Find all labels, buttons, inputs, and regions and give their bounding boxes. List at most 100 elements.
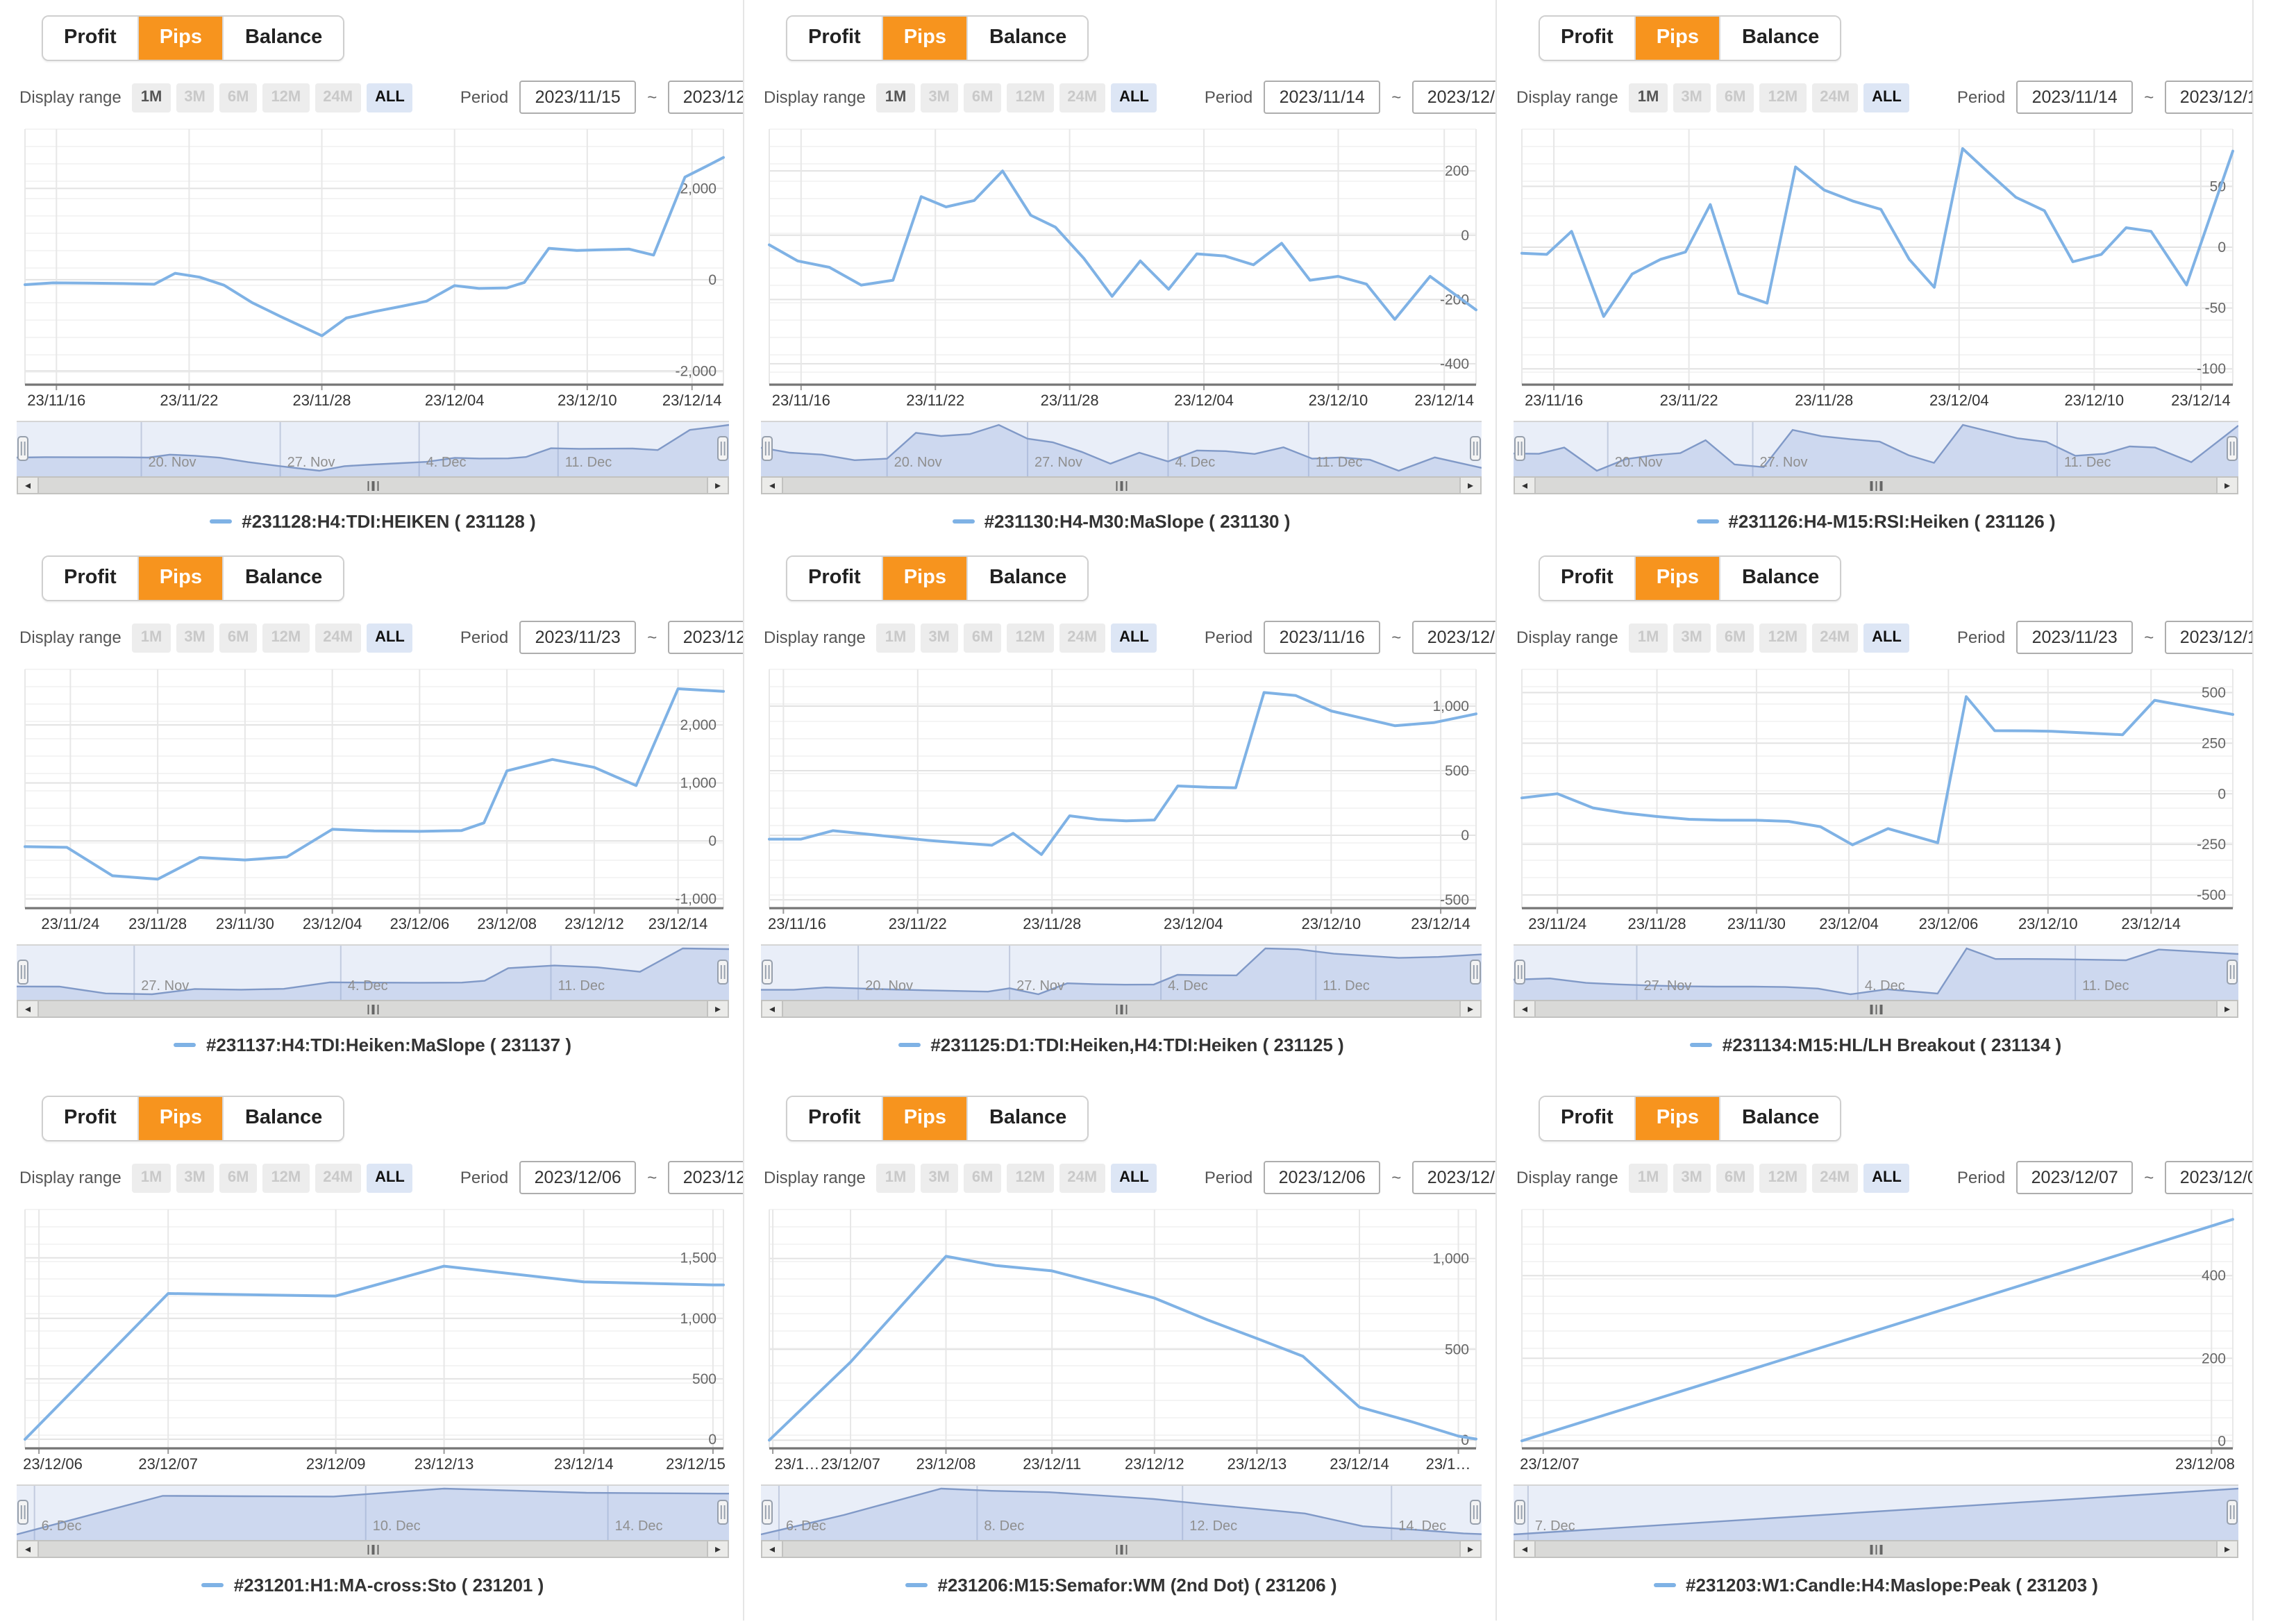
scroll-right-arrow-icon[interactable]: ▸ bbox=[707, 1001, 728, 1016]
range-chip-3m[interactable]: 3M bbox=[176, 83, 214, 112]
range-chip-1m[interactable]: 1M bbox=[132, 83, 171, 112]
range-chip-24m[interactable]: 24M bbox=[1811, 83, 1859, 112]
range-navigator[interactable]: 20. Nov 27. Nov 4. Dec 11. Dec bbox=[17, 421, 729, 476]
scrollbar-track[interactable] bbox=[1536, 1541, 2216, 1557]
period-to-input[interactable] bbox=[668, 1161, 743, 1194]
series-legend[interactable]: #231134:M15:HL/LH Breakout ( 231134 ) bbox=[1514, 1035, 2238, 1055]
range-chip-12m[interactable]: 12M bbox=[1759, 1163, 1807, 1192]
navigator-scrollbar[interactable]: ◂ ▸ bbox=[1514, 1000, 2238, 1018]
tab-balance[interactable]: Balance bbox=[966, 1097, 1088, 1140]
series-legend[interactable]: #231125:D1:TDI:Heiken,H4:TDI:Heiken ( 23… bbox=[761, 1035, 1482, 1055]
scroll-right-arrow-icon[interactable]: ▸ bbox=[2216, 1541, 2237, 1557]
scrollbar-grip-icon[interactable] bbox=[1870, 480, 1882, 490]
scrollbar-track[interactable] bbox=[39, 1541, 707, 1557]
range-chip-6m[interactable]: 6M bbox=[963, 623, 1002, 652]
tab-balance[interactable]: Balance bbox=[966, 557, 1088, 600]
scroll-left-arrow-icon[interactable]: ◂ bbox=[18, 478, 39, 493]
period-to-input[interactable] bbox=[668, 621, 743, 654]
range-chip-24m[interactable]: 24M bbox=[315, 623, 362, 652]
scrollbar-track[interactable] bbox=[39, 478, 707, 493]
scrollbar-grip-icon[interactable] bbox=[1870, 1004, 1882, 1014]
range-navigator[interactable]: 27. Nov 4. Dec 11. Dec bbox=[17, 944, 729, 1000]
range-chip-6m[interactable]: 6M bbox=[1716, 623, 1754, 652]
scroll-left-arrow-icon[interactable]: ◂ bbox=[1515, 1001, 1536, 1016]
range-navigator[interactable]: 20. Nov 27. Nov 11. Dec bbox=[1514, 421, 2238, 476]
range-chip-12m[interactable]: 12M bbox=[1759, 83, 1807, 112]
range-chip-all[interactable]: ALL bbox=[1111, 1163, 1157, 1192]
scroll-right-arrow-icon[interactable]: ▸ bbox=[1459, 478, 1480, 493]
scroll-right-arrow-icon[interactable]: ▸ bbox=[1459, 1541, 1480, 1557]
tab-pips[interactable]: Pips bbox=[1634, 557, 1720, 600]
tab-profit[interactable]: Profit bbox=[1540, 17, 1634, 60]
tab-balance[interactable]: Balance bbox=[222, 1097, 344, 1140]
tab-pips[interactable]: Pips bbox=[137, 1097, 223, 1140]
scrollbar-track[interactable] bbox=[783, 1541, 1459, 1557]
tab-pips[interactable]: Pips bbox=[881, 1097, 967, 1140]
tab-balance[interactable]: Balance bbox=[1719, 17, 1841, 60]
range-chip-3m[interactable]: 3M bbox=[176, 1163, 214, 1192]
range-chip-12m[interactable]: 12M bbox=[262, 83, 310, 112]
range-navigator[interactable]: 20. Nov 27. Nov 4. Dec 11. Dec bbox=[761, 944, 1482, 1000]
period-from-input[interactable] bbox=[1264, 1161, 1381, 1194]
scrollbar-track[interactable] bbox=[1536, 1001, 2216, 1016]
range-chip-all[interactable]: ALL bbox=[367, 83, 413, 112]
range-chip-1m[interactable]: 1M bbox=[1629, 623, 1668, 652]
range-chip-1m[interactable]: 1M bbox=[876, 1163, 915, 1192]
period-from-input[interactable] bbox=[1264, 621, 1381, 654]
range-chip-6m[interactable]: 6M bbox=[963, 83, 1002, 112]
range-navigator[interactable]: 20. Nov 27. Nov 4. Dec 11. Dec bbox=[761, 421, 1482, 476]
navigator-scrollbar[interactable]: ◂ ▸ bbox=[761, 476, 1482, 494]
scrollbar-grip-icon[interactable] bbox=[367, 480, 379, 490]
tab-profit[interactable]: Profit bbox=[43, 1097, 137, 1140]
series-legend[interactable]: #231126:H4-M15:RSI:Heiken ( 231126 ) bbox=[1514, 511, 2238, 532]
range-chip-12m[interactable]: 12M bbox=[1007, 623, 1054, 652]
range-chip-3m[interactable]: 3M bbox=[1673, 623, 1711, 652]
tab-pips[interactable]: Pips bbox=[881, 557, 967, 600]
range-chip-1m[interactable]: 1M bbox=[132, 623, 171, 652]
range-chip-6m[interactable]: 6M bbox=[219, 623, 258, 652]
range-chip-6m[interactable]: 6M bbox=[219, 83, 258, 112]
range-chip-all[interactable]: ALL bbox=[1863, 623, 1910, 652]
series-legend[interactable]: #231128:H4:TDI:HEIKEN ( 231128 ) bbox=[17, 511, 729, 532]
scroll-left-arrow-icon[interactable]: ◂ bbox=[1515, 478, 1536, 493]
navigator-scrollbar[interactable]: ◂ ▸ bbox=[17, 476, 729, 494]
scrollbar-grip-icon[interactable] bbox=[1115, 1544, 1128, 1554]
tab-pips[interactable]: Pips bbox=[1634, 17, 1720, 60]
range-chip-24m[interactable]: 24M bbox=[1811, 1163, 1859, 1192]
tab-profit[interactable]: Profit bbox=[1540, 1097, 1634, 1140]
navigator-scrollbar[interactable]: ◂ ▸ bbox=[17, 1000, 729, 1018]
scroll-left-arrow-icon[interactable]: ◂ bbox=[762, 1541, 783, 1557]
scrollbar-track[interactable] bbox=[1536, 478, 2216, 493]
period-to-input[interactable] bbox=[2165, 621, 2252, 654]
tab-balance[interactable]: Balance bbox=[1719, 557, 1841, 600]
tab-pips[interactable]: Pips bbox=[137, 557, 223, 600]
range-chip-all[interactable]: ALL bbox=[1111, 83, 1157, 112]
range-navigator[interactable]: 6. Dec 10. Dec 14. Dec bbox=[17, 1484, 729, 1540]
range-chip-12m[interactable]: 12M bbox=[262, 1163, 310, 1192]
scrollbar-track[interactable] bbox=[783, 1001, 1459, 1016]
range-chip-3m[interactable]: 3M bbox=[176, 623, 214, 652]
tab-profit[interactable]: Profit bbox=[43, 557, 137, 600]
tab-balance[interactable]: Balance bbox=[1719, 1097, 1841, 1140]
range-chip-all[interactable]: ALL bbox=[1863, 1163, 1910, 1192]
range-chip-12m[interactable]: 12M bbox=[1759, 623, 1807, 652]
navigator-scrollbar[interactable]: ◂ ▸ bbox=[1514, 476, 2238, 494]
period-from-input[interactable] bbox=[519, 621, 637, 654]
period-from-input[interactable] bbox=[1264, 81, 1381, 114]
tab-profit[interactable]: Profit bbox=[787, 1097, 882, 1140]
period-from-input[interactable] bbox=[2016, 621, 2134, 654]
navigator-scrollbar[interactable]: ◂ ▸ bbox=[761, 1540, 1482, 1558]
period-to-input[interactable] bbox=[2165, 1161, 2252, 1194]
range-chip-24m[interactable]: 24M bbox=[1811, 623, 1859, 652]
range-chip-all[interactable]: ALL bbox=[367, 623, 413, 652]
period-to-input[interactable] bbox=[1412, 621, 1495, 654]
navigator-scrollbar[interactable]: ◂ ▸ bbox=[1514, 1540, 2238, 1558]
range-chip-1m[interactable]: 1M bbox=[876, 623, 915, 652]
range-chip-12m[interactable]: 12M bbox=[1007, 1163, 1054, 1192]
range-navigator[interactable]: 6. Dec 8. Dec 12. Dec 14. Dec bbox=[761, 1484, 1482, 1540]
series-legend[interactable]: #231137:H4:TDI:Heiken:MaSlope ( 231137 ) bbox=[17, 1035, 729, 1055]
range-chip-1m[interactable]: 1M bbox=[1629, 1163, 1668, 1192]
range-chip-3m[interactable]: 3M bbox=[1673, 83, 1711, 112]
period-from-input[interactable] bbox=[2016, 1161, 2134, 1194]
range-navigator[interactable]: 27. Nov 4. Dec 11. Dec bbox=[1514, 944, 2238, 1000]
